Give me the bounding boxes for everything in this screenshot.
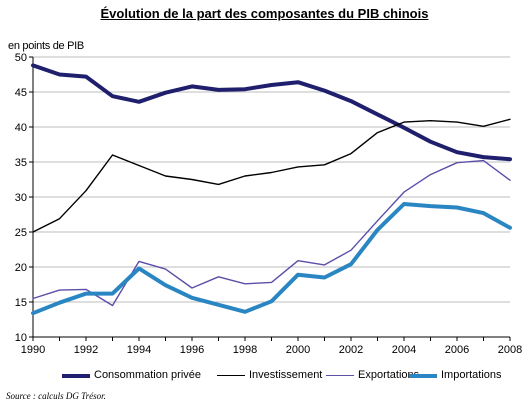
legend-label-consommation: Consommation privée: [94, 369, 201, 381]
source-note: Source : calculs DG Trésor.: [6, 391, 106, 401]
series-line-exportations: [32, 159, 511, 307]
legend-swatch-investissement: [217, 375, 245, 376]
legend-label-investissement: Investissement: [249, 369, 323, 381]
y-tick-label: 50: [15, 52, 27, 64]
tick-labels: 10 15 20 25 30 35 40 45 50 1990 1992 1994 1996 1998 20…: [15, 52, 522, 356]
y-tick-label: 35: [15, 157, 27, 169]
series-lines: [31, 63, 512, 316]
series-line-importations: [31, 202, 512, 316]
x-tick-label: 2008: [498, 344, 522, 356]
chart-title: Évolution de la part des composantes du …: [100, 6, 429, 21]
y-tick-label: 25: [15, 227, 27, 239]
y-tick-label: 15: [15, 297, 27, 309]
y-tick-label: 20: [15, 262, 27, 274]
legend-swatch-exportations: [326, 375, 354, 376]
legend: Consommation privée Investissement Expor…: [62, 368, 502, 384]
x-tick-label: 1998: [233, 344, 257, 356]
y-tick-label: 30: [15, 192, 27, 204]
legend-label-importations: Importations: [441, 369, 502, 381]
legend-swatch-consommation: [62, 374, 90, 378]
series-line-consommation-priv-e: [31, 63, 512, 162]
series-line-investissement: [32, 118, 511, 233]
x-tick-label: 1996: [180, 344, 204, 356]
x-tick-label: 1990: [21, 344, 45, 356]
x-tick-label: 2004: [392, 344, 416, 356]
y-tick-label: 45: [15, 87, 27, 99]
legend-swatch-importations: [409, 374, 437, 378]
x-tick-label: 2002: [339, 344, 363, 356]
y-axis-unit-label: en points de PIB: [8, 40, 84, 52]
x-tick-label: 1992: [74, 344, 98, 356]
y-tick-label: 10: [15, 332, 27, 344]
y-tick-label: 40: [15, 122, 27, 134]
x-tick-label: 2000: [286, 344, 310, 356]
axes: [29, 56, 511, 341]
legend-label-exportations: Exportations: [358, 369, 420, 381]
x-tick-label: 1994: [127, 344, 151, 356]
x-tick-label: 2006: [445, 344, 469, 356]
